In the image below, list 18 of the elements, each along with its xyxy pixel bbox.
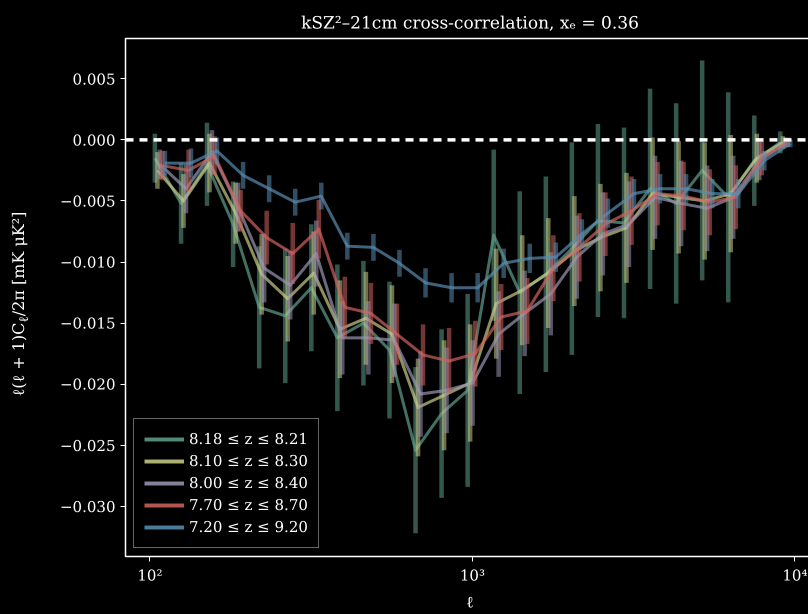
x-axis-title: ℓ [466, 592, 474, 612]
x-tick-label: 10² [137, 566, 162, 584]
legend-label: 8.18 ≤ z ≤ 8.21 [189, 430, 308, 448]
y-tick-label: −0.015 [60, 314, 116, 333]
y-tick-label: 0.005 [72, 70, 116, 88]
legend-label: 8.10 ≤ z ≤ 8.30 [189, 452, 308, 470]
legend-label: 8.00 ≤ z ≤ 8.40 [189, 474, 308, 492]
y-tick-label: −0.025 [60, 436, 116, 455]
y-tick-label: −0.030 [60, 498, 116, 516]
x-tick-label: 10³ [460, 566, 485, 584]
legend-label: 7.70 ≤ z ≤ 8.70 [189, 496, 308, 514]
y-tick-label: −0.010 [60, 254, 116, 272]
y-tick-label: −0.020 [60, 376, 116, 394]
legend-label: 7.20 ≤ z ≤ 9.20 [189, 518, 308, 536]
y-tick-label: −0.005 [60, 192, 116, 210]
y-tick-label: 0.000 [72, 131, 116, 150]
x-tick-label: 10⁴ [782, 566, 808, 584]
chart-title: kSZ²–21cm cross-correlation, xₑ = 0.36 [301, 14, 639, 34]
